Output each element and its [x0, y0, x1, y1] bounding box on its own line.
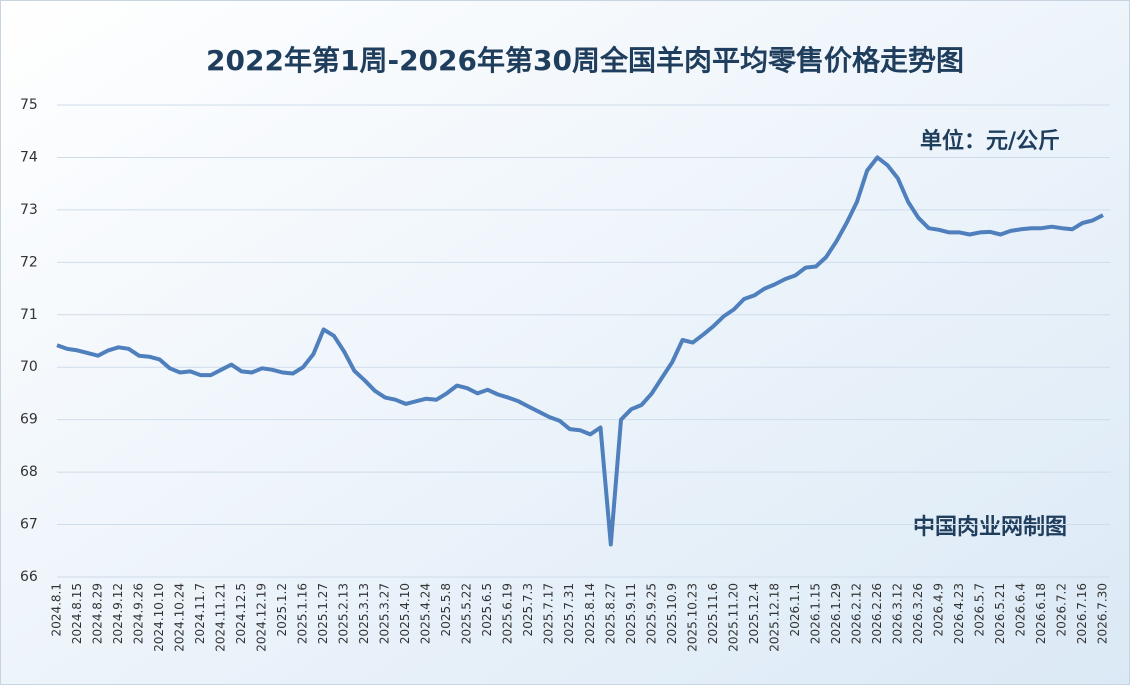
x-tick-label: 2026.1.15	[808, 583, 822, 644]
x-tick-label: 2026.4.23	[952, 583, 966, 644]
x-tick-label: 2025.5.8	[439, 583, 453, 636]
source-note: 中国肉业网制图	[913, 514, 1067, 540]
y-tick-label: 67	[20, 517, 38, 533]
x-tick-label: 2025.4.10	[398, 583, 412, 644]
x-tick-label: 2025.1.2	[275, 583, 289, 636]
x-tick-label: 2025.4.24	[419, 583, 433, 644]
y-tick-label: 74	[20, 149, 38, 165]
x-tick-label: 2026.7.30	[1096, 583, 1110, 644]
x-tick-label: 2025.6.19	[501, 583, 515, 644]
x-tick-label: 2025.7.31	[562, 583, 576, 644]
y-tick-label: 66	[20, 569, 38, 585]
x-tick-label: 2024.8.29	[91, 583, 105, 644]
unit-note: 单位：元/公斤	[920, 128, 1060, 154]
x-tick-label: 2025.12.4	[747, 583, 761, 644]
x-tick-label: 2024.8.1	[50, 583, 64, 636]
x-tick-label: 2025.8.14	[583, 583, 597, 644]
x-tick-label: 2024.9.12	[111, 583, 125, 644]
x-tick-label: 2025.7.17	[542, 583, 556, 644]
x-tick-label: 2025.11.20	[726, 583, 740, 652]
x-tick-label: 2026.1.1	[788, 583, 802, 636]
x-tick-label: 2025.10.9	[665, 583, 679, 644]
x-tick-label: 2024.11.21	[214, 583, 228, 652]
x-tick-label: 2025.7.3	[521, 583, 535, 636]
x-tick-label: 2026.5.21	[993, 583, 1007, 644]
x-tick-label: 2026.5.7	[972, 583, 986, 636]
x-tick-label: 2026.1.29	[829, 583, 843, 644]
x-tick-label: 2026.7.16	[1075, 583, 1089, 644]
x-tick-label: 2025.1.16	[296, 583, 310, 644]
y-tick-label: 75	[20, 97, 38, 113]
x-tick-label: 2024.10.10	[152, 583, 166, 652]
x-tick-label: 2026.4.9	[931, 583, 945, 636]
x-tick-label: 2026.7.2	[1054, 583, 1068, 636]
y-tick-label: 71	[20, 307, 38, 323]
x-tick-label: 2024.12.5	[234, 583, 248, 644]
x-tick-label: 2026.3.12	[890, 583, 904, 644]
chart-title: 2022年第1周-2026年第30周全国羊肉平均零售价格走势图	[206, 44, 964, 77]
x-tick-label: 2026.6.18	[1034, 583, 1048, 644]
y-tick-label: 70	[20, 359, 38, 375]
x-tick-label: 2025.8.27	[603, 583, 617, 644]
x-tick-label: 2024.8.15	[70, 583, 84, 644]
x-tick-label: 2026.3.26	[911, 583, 925, 644]
x-tick-label: 2026.2.26	[870, 583, 884, 644]
x-tick-label: 2025.11.6	[706, 583, 720, 644]
x-tick-label: 2025.3.13	[357, 583, 371, 644]
x-tick-label: 2026.2.12	[849, 583, 863, 644]
x-tick-label: 2025.12.18	[767, 583, 781, 652]
y-tick-label: 68	[20, 464, 38, 480]
x-tick-label: 2025.9.25	[644, 583, 658, 644]
x-tick-label: 2024.11.7	[193, 583, 207, 644]
x-tick-label: 2025.1.27	[316, 583, 330, 644]
x-tick-label: 2025.6.5	[480, 583, 494, 636]
x-tick-label: 2025.3.27	[378, 583, 392, 644]
x-tick-label: 2024.12.19	[255, 583, 269, 652]
y-tick-label: 69	[20, 412, 38, 428]
x-tick-label: 2024.10.24	[173, 583, 187, 652]
x-tick-label: 2025.2.13	[337, 583, 351, 644]
x-tick-label: 2025.9.11	[624, 583, 638, 644]
x-tick-label: 2024.9.26	[132, 583, 146, 644]
y-tick-label: 72	[20, 254, 38, 270]
x-tick-label: 2025.5.22	[460, 583, 474, 644]
price-line	[56, 155, 1104, 547]
x-tick-label: 2025.10.23	[685, 583, 699, 652]
x-tick-label: 2026.6.4	[1013, 583, 1027, 636]
y-tick-label: 73	[20, 202, 38, 218]
